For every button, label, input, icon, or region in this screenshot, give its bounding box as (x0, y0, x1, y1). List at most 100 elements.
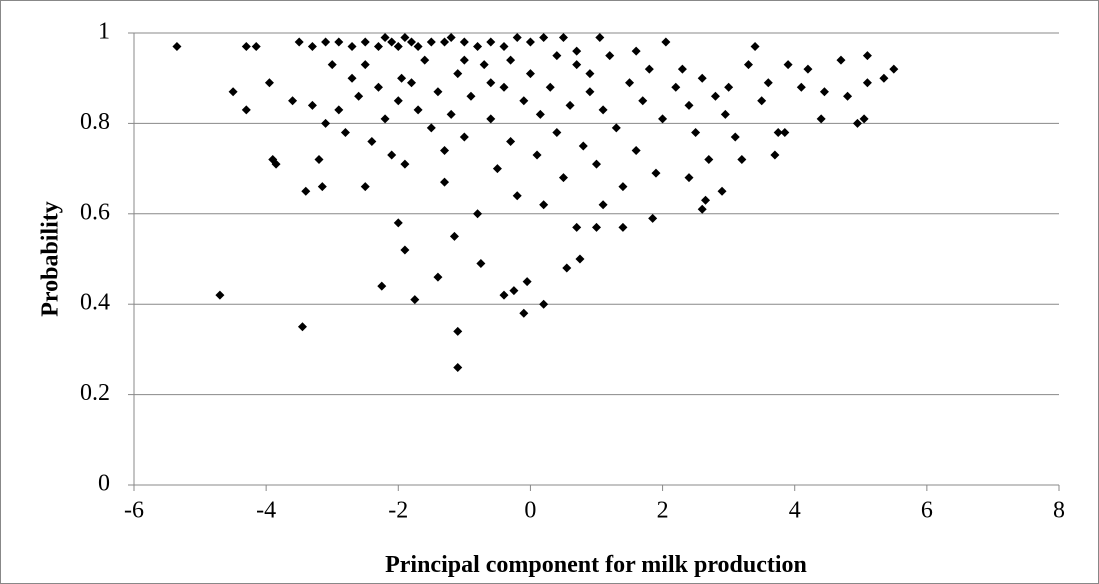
data-point (499, 82, 509, 92)
data-point (307, 42, 317, 52)
x-tick-label: -2 (388, 498, 408, 524)
data-point (578, 141, 588, 151)
y-tick-label: 0.2 (80, 380, 110, 406)
data-point (572, 60, 582, 70)
data-point (720, 109, 730, 119)
data-point (288, 96, 298, 106)
data-point (535, 109, 545, 119)
data-point (377, 281, 387, 291)
data-point (413, 42, 423, 52)
data-point (638, 96, 648, 106)
data-point (611, 123, 621, 133)
data-point (631, 46, 641, 56)
y-tick-label: 0.8 (80, 109, 110, 135)
data-point (241, 105, 251, 115)
data-point (572, 46, 582, 56)
data-point (889, 64, 899, 74)
data-point (426, 123, 436, 133)
data-point (426, 37, 436, 47)
data-point (819, 87, 829, 97)
data-point (859, 114, 869, 124)
data-point (479, 60, 489, 70)
data-point (803, 64, 813, 74)
data-point (562, 263, 572, 273)
data-point (757, 96, 767, 106)
data-point (506, 136, 516, 146)
data-point (446, 33, 456, 43)
x-tick-label: 6 (921, 498, 933, 524)
data-point (492, 164, 502, 174)
data-point (598, 200, 608, 210)
data-point (251, 42, 261, 52)
data-point (314, 155, 324, 165)
data-point (440, 177, 450, 187)
data-point (552, 127, 562, 137)
y-tick-label: 0.4 (80, 290, 110, 316)
y-tick-label: 0.6 (80, 199, 110, 225)
data-point (172, 42, 182, 52)
data-point (459, 37, 469, 47)
data-point (400, 245, 410, 255)
data-point (770, 150, 780, 160)
data-point (433, 87, 443, 97)
data-point (691, 127, 701, 137)
data-point (717, 186, 727, 196)
data-point (843, 91, 853, 101)
x-tick-label: 4 (789, 498, 801, 524)
x-tick-label: -6 (124, 498, 144, 524)
data-point (658, 114, 668, 124)
data-point (499, 42, 509, 52)
x-tick-label: 2 (657, 498, 669, 524)
data-point (473, 209, 483, 219)
data-point (539, 33, 549, 43)
data-point (572, 222, 582, 232)
data-point (393, 218, 403, 228)
data-point (410, 295, 420, 305)
data-point (625, 78, 635, 88)
data-point (466, 91, 476, 101)
data-point (509, 286, 519, 296)
data-point (440, 37, 450, 47)
data-point (701, 195, 711, 205)
data-point (677, 64, 687, 74)
data-point (644, 64, 654, 74)
data-point (519, 96, 529, 106)
data-point (367, 136, 377, 146)
data-point (598, 105, 608, 115)
data-point (327, 60, 337, 70)
data-point (380, 114, 390, 124)
data-point (618, 182, 628, 192)
data-point (525, 69, 535, 79)
y-axis-title: Probability (38, 201, 64, 317)
y-tick-label: 1 (98, 19, 110, 45)
data-point (393, 96, 403, 106)
data-point (420, 55, 430, 65)
data-point (558, 33, 568, 43)
data-point (836, 55, 846, 65)
data-point (393, 42, 403, 52)
data-point (730, 132, 740, 142)
data-point (585, 87, 595, 97)
data-point (780, 127, 790, 137)
data-point (773, 127, 783, 137)
data-point (743, 60, 753, 70)
y-tick-label: 0 (98, 471, 110, 497)
data-point (271, 159, 281, 169)
data-point (241, 42, 251, 52)
data-point (215, 290, 225, 300)
data-point (724, 82, 734, 92)
data-point (294, 37, 304, 47)
data-point (449, 231, 459, 241)
data-point (380, 33, 390, 43)
data-point (459, 55, 469, 65)
data-point (750, 42, 760, 52)
data-point (512, 33, 522, 43)
data-point (297, 322, 307, 332)
data-point (595, 33, 605, 43)
data-point (697, 204, 707, 214)
data-point (704, 155, 714, 165)
data-point (539, 200, 549, 210)
data-point (661, 37, 671, 47)
data-point (525, 37, 535, 47)
